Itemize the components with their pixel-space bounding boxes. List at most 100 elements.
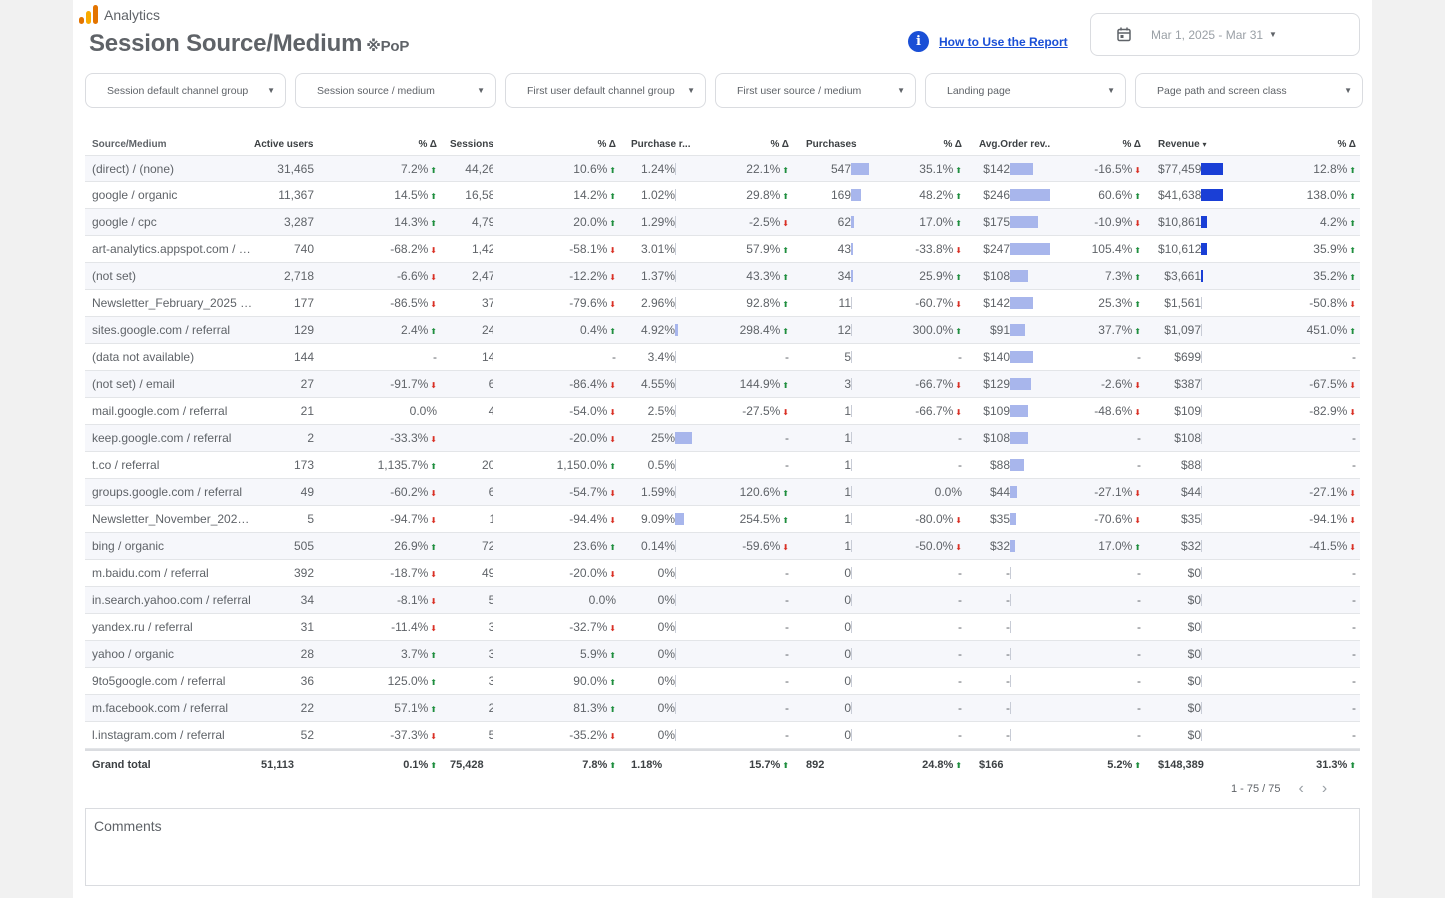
row-users-value: 5 [307,512,314,526]
header-source[interactable]: Source/Medium [92,139,167,150]
row-purchases-pct-value: 300.0% [912,323,954,337]
header-revenue-pct[interactable]: % Δ [1337,139,1357,150]
table-row[interactable]: keep.google.com / referral2-33.3%⬇4-20.0… [85,425,1360,452]
row-sessions-pct: -20.0% ⬇ [493,566,620,580]
table-row[interactable]: Newsletter_November_2024 / email5-94.7%⬇… [85,506,1360,533]
table-row[interactable]: sites.google.com / referral1292.4%⬆2440.… [85,317,1360,344]
row-aov-pct-value: 60.6% [1098,188,1133,202]
header-purchases-pct[interactable]: % Δ [943,139,963,150]
date-range-picker[interactable]: Mar 1, 2025 - Mar 31, 2025 ▼ [1090,13,1360,56]
chevron-left-icon[interactable]: ‹ [1298,780,1304,797]
row-sessions-pct-value: -35.2% [569,728,608,742]
table-row[interactable]: t.co / referral1731,135.7%⬆2001,150.0%⬆0… [85,452,1360,479]
row-purchases-bar [851,513,852,525]
comments-box[interactable]: Comments [85,808,1360,886]
row-revenue-pct-value: - [1352,431,1356,445]
row-sessions: 727 [441,539,493,553]
table-row[interactable]: (not set)2,718-6.6%⬇2,479-12.2%⬇1.37%43.… [85,263,1360,290]
filter-first-user-source-medium[interactable]: First user source / medium ▼ [715,73,916,108]
table-row[interactable]: art-analytics.appspot.com / referral740-… [85,236,1360,263]
arrow-up-icon: ⬆ [430,219,437,228]
table-row[interactable]: groups.google.com / referral49-60.2%⬇63-… [85,479,1360,506]
arrow-up-icon: ⬆ [609,651,616,660]
row-rate-pct: - [692,728,793,742]
row-aov-pct: 37.7% ⬆ [1050,323,1145,337]
table-row[interactable]: bing / organic50526.9%⬆72723.6%⬆0.14%-59… [85,533,1360,560]
arrow-down-icon: ⬇ [1349,381,1356,390]
filter-label: First user source / medium [737,84,862,97]
filter-session-default-channel-group[interactable]: Session default channel group ▼ [85,73,286,108]
table-row[interactable]: (data not available) 144 - 147 - 3.4% - 5 - $140 -… [85,344,1360,371]
header-sessions-pct[interactable]: % Δ [597,139,617,150]
row-rate: 4.55% [620,377,692,391]
table-row[interactable]: m.facebook.com / referral2257.1%⬆2981.3%… [85,695,1360,722]
arrow-down-icon: ⬇ [609,435,616,444]
row-users: 22 [254,701,314,715]
chevron-right-icon[interactable]: › [1321,780,1328,797]
row-aov-bar [1010,189,1050,201]
header-revenue-label: Revenue [1158,139,1200,150]
how-to-use-link[interactable]: How to Use the Report [939,34,1068,49]
header-aov-pct[interactable]: % Δ [1122,139,1142,150]
filter-landing-page[interactable]: Landing page ▼ [925,73,1126,108]
row-users-pct-value: -18.7% [390,566,429,580]
table-row[interactable]: 9to5google.com / referral36125.0%⬆3890.0… [85,668,1360,695]
table-row[interactable]: yandex.ru / referral31-11.4%⬇33-32.7%⬇0%… [85,614,1360,641]
row-users-pct-value: -94.7% [390,512,429,526]
row-rate-pct: - [692,620,793,634]
table-row[interactable]: google / cpc3,28714.3%⬆4,79520.0%⬆1.29%-… [85,209,1360,236]
row-purchases-value: 1 [844,512,851,526]
row-purchases: 3 [793,377,869,391]
row-sessions: 1,429 [441,242,493,256]
header-avg-order-revenue[interactable]: Avg.Order rev... [979,139,1050,150]
row-purchases-bar [851,729,852,741]
arrow-up-icon: ⬆ [1134,192,1141,201]
brand: Analytics [79,5,160,24]
row-revenue-bar [1201,540,1202,552]
row-revenue-pct: 35.9% ⬆ [1223,242,1360,256]
row-rate-value: 1.02% [640,188,675,202]
row-purchases-value: 62 [837,215,851,229]
table-row[interactable]: mail.google.com / referral210.0%40-54.0%… [85,398,1360,425]
row-users-value: 177 [293,296,314,310]
row-source: google / organic [92,188,178,202]
row-rate-value: 4.92% [640,323,675,337]
row-users-value: 740 [293,242,314,256]
arrow-up-icon: ⬆ [782,516,789,525]
table-row[interactable]: Newsletter_February_2025 / email177-86.5… [85,290,1360,317]
filter-page-path-and-screen-class[interactable]: Page path and screen class ▼ [1135,73,1363,108]
row-aov-bar [1010,594,1011,606]
header-rate-pct[interactable]: % Δ [770,139,790,150]
row-rate-pct-value: - [785,728,789,742]
row-rate-bar [675,567,676,579]
row-purchases-pct: - [869,350,966,364]
table-row[interactable]: l.instagram.com / referral52-37.3%⬇59-35… [85,722,1360,749]
row-revenue-bar [1201,648,1202,660]
row-revenue-pct: 4.2% ⬆ [1223,215,1360,229]
row-sessions-pct: -35.2% ⬇ [493,728,620,742]
table-row[interactable]: (not set) / email27-91.7%⬇66-86.4%⬇4.55%… [85,371,1360,398]
info-icon[interactable]: i [908,31,929,52]
header-revenue[interactable]: Revenue ▾ [1145,139,1223,150]
how-to-use[interactable]: i How to Use the Report [908,31,1068,52]
row-aov: - [966,647,1050,661]
header-purchase-rate[interactable]: Purchase r... [631,139,691,150]
row-purchases-pct: -33.8% ⬇ [869,242,966,256]
header-active-users[interactable]: Active users [254,139,314,150]
row-aov: $44 [966,485,1050,499]
row-purchases-bar [851,567,852,579]
header-sessions[interactable]: Sessions [450,139,493,150]
header-users-pct[interactable]: % Δ [418,139,438,150]
table-row[interactable]: in.search.yahoo.com / referral34-8.1%⬇51… [85,587,1360,614]
table-row[interactable]: m.baidu.com / referral392-18.7%⬇491-20.0… [85,560,1360,587]
filter-session-source-medium[interactable]: Session source / medium ▼ [295,73,496,108]
row-rate-pct: 29.8% ⬆ [692,188,793,202]
row-rate-pct-value: -2.5% [748,215,781,229]
filter-first-user-default-channel-group[interactable]: First user default channel group ▼ [505,73,706,108]
header-purchases[interactable]: Purchases [806,139,857,150]
row-purchases-bar [851,702,852,714]
table-row[interactable]: (direct) / (none)31,4657.2%⬆44,26610.6%⬆… [85,155,1360,182]
table-row[interactable]: google / organic11,36714.5%⬆16,58614.2%⬆… [85,182,1360,209]
row-revenue-pct: - [1223,647,1360,661]
